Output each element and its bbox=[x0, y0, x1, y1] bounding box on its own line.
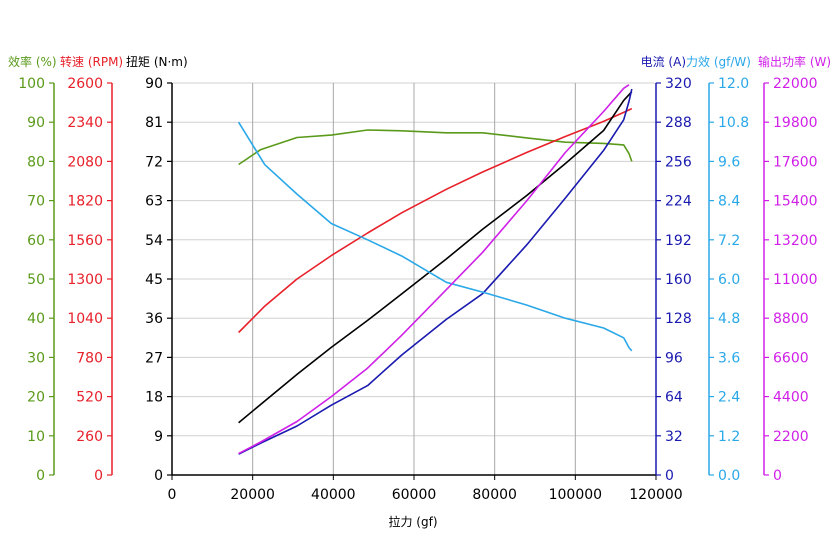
y-tick-label-torque: 0 bbox=[154, 468, 163, 484]
x-tick-label: 80000 bbox=[472, 487, 517, 503]
y-axis-label-rpm: 转速 (RPM) bbox=[60, 54, 123, 69]
y-tick-label-torque: 72 bbox=[145, 154, 163, 170]
y-axis-label-current: 电流 (A) bbox=[641, 55, 686, 69]
y-tick-label-power: 4400 bbox=[773, 390, 809, 406]
y-tick-label-force_eff: 0.0 bbox=[718, 468, 740, 484]
axes-layer: 0 20000 40000 60000 80000 100000 1200000102030… bbox=[8, 54, 831, 503]
y-tick-label-current: 32 bbox=[665, 429, 683, 445]
y-tick-label-rpm: 1040 bbox=[67, 311, 103, 327]
y-tick-label-rpm: 1820 bbox=[67, 194, 103, 210]
y-tick-label-rpm: 260 bbox=[76, 429, 103, 445]
y-tick-label-torque: 45 bbox=[145, 272, 163, 288]
y-axis-label-eff: 效率 (%) bbox=[8, 54, 57, 69]
y-tick-label-eff: 20 bbox=[27, 390, 45, 406]
y-tick-label-eff: 60 bbox=[27, 233, 45, 249]
y-tick-label-eff: 50 bbox=[27, 272, 45, 288]
y-tick-label-eff: 70 bbox=[27, 194, 45, 210]
y-tick-label-rpm: 2600 bbox=[67, 76, 103, 92]
y-tick-label-current: 64 bbox=[665, 390, 683, 406]
y-tick-label-current: 320 bbox=[665, 76, 692, 92]
y-tick-label-power: 2200 bbox=[773, 429, 809, 445]
grid bbox=[171, 82, 657, 476]
y-tick-label-torque: 36 bbox=[145, 311, 163, 327]
series-line-current bbox=[238, 88, 633, 455]
x-tick-label: 60000 bbox=[392, 487, 437, 503]
x-axis-label: 拉力 (gf) bbox=[388, 514, 437, 529]
x-tick-label: 120000 bbox=[629, 487, 682, 503]
y-tick-label-power: 8800 bbox=[773, 311, 809, 327]
y-tick-label-power: 19800 bbox=[773, 115, 818, 131]
y-tick-label-torque: 63 bbox=[145, 194, 163, 210]
y-tick-label-torque: 81 bbox=[145, 115, 163, 131]
y-tick-label-force_eff: 9.6 bbox=[718, 154, 740, 170]
series-line-rpm bbox=[238, 107, 633, 334]
y-tick-label-current: 288 bbox=[665, 115, 692, 131]
y-tick-label-rpm: 2080 bbox=[67, 154, 103, 170]
y-axis-label-torque: 扭矩 (N·m) bbox=[126, 55, 188, 69]
y-tick-label-eff: 10 bbox=[27, 429, 45, 445]
y-tick-label-current: 224 bbox=[665, 194, 692, 210]
x-tick-label: 20000 bbox=[230, 487, 275, 503]
y-tick-label-rpm: 780 bbox=[76, 350, 103, 366]
y-tick-label-torque: 54 bbox=[145, 233, 163, 249]
y-tick-label-torque: 18 bbox=[145, 390, 163, 406]
y-tick-label-eff: 30 bbox=[27, 350, 45, 366]
y-tick-label-eff: 80 bbox=[27, 154, 45, 170]
y-tick-label-rpm: 0 bbox=[94, 468, 103, 484]
y-tick-label-force_eff: 10.8 bbox=[718, 115, 749, 131]
x-tick-label: 0 bbox=[168, 487, 177, 503]
y-tick-label-torque: 27 bbox=[145, 350, 163, 366]
y-tick-label-current: 96 bbox=[665, 350, 683, 366]
y-tick-label-power: 6600 bbox=[773, 350, 809, 366]
x-tick-label: 100000 bbox=[549, 487, 602, 503]
y-tick-label-power: 11000 bbox=[773, 272, 818, 288]
y-tick-label-rpm: 2340 bbox=[67, 115, 103, 131]
y-axis-label-force_eff: 力效 (gf/W) bbox=[686, 54, 751, 69]
y-axis-label-power: 输出功率 (W) bbox=[758, 54, 831, 69]
y-tick-label-force_eff: 7.2 bbox=[718, 233, 740, 249]
y-tick-label-power: 0 bbox=[773, 468, 782, 484]
series-layer bbox=[237, 84, 633, 455]
y-tick-label-power: 22000 bbox=[773, 76, 818, 92]
y-tick-label-rpm: 1300 bbox=[67, 272, 103, 288]
y-tick-label-eff: 100 bbox=[18, 76, 45, 92]
y-tick-label-current: 192 bbox=[665, 233, 692, 249]
y-tick-label-force_eff: 12.0 bbox=[718, 76, 749, 92]
y-tick-label-force_eff: 8.4 bbox=[718, 194, 740, 210]
series-line-torque bbox=[238, 91, 633, 424]
series-line-eff bbox=[238, 129, 633, 166]
y-tick-label-rpm: 520 bbox=[76, 390, 103, 406]
y-tick-label-power: 15400 bbox=[773, 194, 818, 210]
y-tick-label-power: 17600 bbox=[773, 154, 818, 170]
y-tick-label-current: 160 bbox=[665, 272, 692, 288]
y-tick-label-eff: 90 bbox=[27, 115, 45, 131]
y-tick-label-current: 128 bbox=[665, 311, 692, 327]
y-tick-label-torque: 9 bbox=[154, 429, 163, 445]
y-tick-label-eff: 40 bbox=[27, 311, 45, 327]
y-tick-label-force_eff: 6.0 bbox=[718, 272, 740, 288]
y-tick-label-current: 0 bbox=[665, 468, 674, 484]
series-line-force_eff bbox=[237, 121, 633, 352]
x-tick-label: 40000 bbox=[311, 487, 356, 503]
y-tick-label-force_eff: 2.4 bbox=[718, 390, 740, 406]
y-tick-label-power: 13200 bbox=[773, 233, 818, 249]
y-tick-label-eff: 0 bbox=[36, 468, 45, 484]
y-tick-label-torque: 90 bbox=[145, 76, 163, 92]
y-tick-label-force_eff: 1.2 bbox=[718, 429, 740, 445]
y-tick-label-force_eff: 4.8 bbox=[718, 311, 740, 327]
y-tick-label-current: 256 bbox=[665, 154, 692, 170]
series-line-power bbox=[238, 84, 630, 455]
y-tick-label-rpm: 1560 bbox=[67, 233, 103, 249]
y-tick-label-force_eff: 3.6 bbox=[718, 350, 740, 366]
